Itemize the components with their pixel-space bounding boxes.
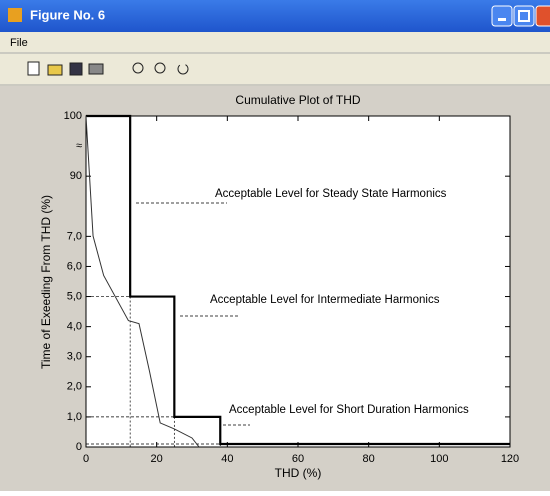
- minimize-button[interactable]: [491, 5, 513, 27]
- y-tick-label: 1,0: [67, 411, 82, 423]
- y-tick-label: 5,0: [67, 290, 82, 302]
- y-tick-label: 2,0: [67, 381, 82, 393]
- annotation: Acceptable Level for Intermediate Harmon…: [210, 294, 440, 306]
- x-tick-label: 40: [221, 453, 233, 465]
- annotation: Acceptable Level for Short Duration Harm…: [229, 404, 469, 416]
- data-line: [85, 115, 200, 448]
- x-tick-label: 100: [430, 453, 448, 465]
- rotate-button[interactable]: [177, 63, 189, 75]
- app-icon: [8, 8, 22, 22]
- y-axis-label: Time of Exeeding From THD (%): [39, 195, 53, 369]
- y-tick-label: 4,0: [67, 321, 82, 333]
- limit-line: [86, 114, 510, 446]
- x-tick-label: 120: [501, 453, 519, 465]
- x-tick-label: 20: [151, 453, 163, 465]
- window-title: Figure No. 6: [30, 7, 105, 22]
- close-button[interactable]: [535, 5, 550, 27]
- y-tick-label: 100: [64, 110, 82, 122]
- new-button[interactable]: [27, 61, 40, 76]
- y-tick-label: 3,0: [67, 351, 82, 363]
- maximize-button[interactable]: [513, 5, 535, 27]
- save-button[interactable]: [69, 62, 83, 76]
- y-axis-break: ≈: [76, 140, 82, 152]
- title-bar: [0, 0, 550, 32]
- maximize-icon: [518, 10, 530, 22]
- x-tick-label: 60: [292, 453, 304, 465]
- zoom-out-button[interactable]: [154, 62, 166, 74]
- print-button[interactable]: [88, 63, 104, 75]
- annotation: Acceptable Level for Steady State Harmon…: [215, 188, 447, 200]
- open-button[interactable]: [47, 64, 63, 76]
- plot-area: [85, 115, 511, 448]
- zoom-in-button[interactable]: [132, 62, 144, 74]
- y-tick-label: 90: [70, 170, 82, 182]
- x-tick-label: 0: [83, 453, 89, 465]
- chart-title: Cumulative Plot of THD: [235, 93, 360, 107]
- toolbar: [27, 61, 189, 76]
- x-tick-label: 80: [363, 453, 375, 465]
- y-tick-label: 0: [76, 441, 82, 453]
- y-tick-label: 6,0: [67, 260, 82, 272]
- menu-file[interactable]: File: [10, 37, 28, 49]
- minimize-icon: [498, 18, 506, 21]
- y-tick-label: 7,0: [67, 230, 82, 242]
- x-axis-label: THD (%): [275, 466, 322, 480]
